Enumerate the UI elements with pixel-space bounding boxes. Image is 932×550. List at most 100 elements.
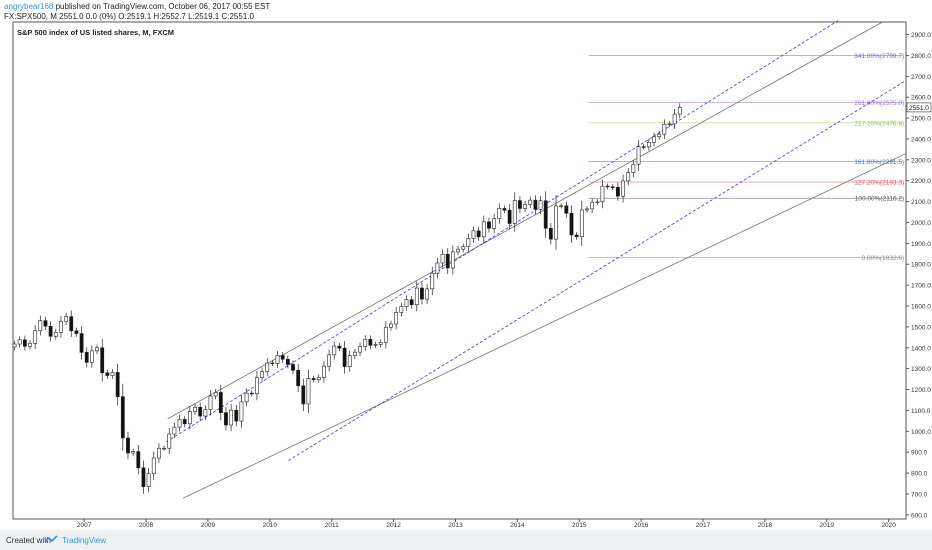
candle-body xyxy=(631,163,636,173)
candle-body xyxy=(74,330,79,334)
candle-body xyxy=(84,352,89,363)
candle-body xyxy=(316,377,321,381)
x-tick-label: 2020 xyxy=(881,522,896,529)
trend-channels[interactable] xyxy=(166,19,907,499)
candle-body xyxy=(301,385,306,405)
candle-body xyxy=(507,209,512,224)
y-tick-label: 800.0 xyxy=(911,471,928,478)
candle-body xyxy=(285,358,290,365)
x-tick-label: 2009 xyxy=(201,522,216,529)
candle-body xyxy=(616,187,620,197)
tradingview-brand[interactable]: TradingView xyxy=(62,536,107,545)
candle-body xyxy=(414,287,419,306)
candle-body xyxy=(120,396,125,439)
candle-body xyxy=(229,409,234,426)
publisher-username[interactable]: angrybear168 xyxy=(4,2,54,11)
y-tick-label: 2200.0 xyxy=(911,178,931,185)
publisher-line: angrybear168 published on TradingView.co… xyxy=(4,2,270,11)
candle-body xyxy=(409,299,414,306)
fib-level-label: 261.80%(2575.0) xyxy=(854,100,904,107)
y-tick-label: 2000.0 xyxy=(911,220,931,227)
candle-body xyxy=(487,221,491,229)
x-tick-label: 2018 xyxy=(758,522,773,529)
x-tick-label: 2008 xyxy=(139,522,154,529)
last-price-box[interactable] xyxy=(906,102,932,113)
candle-body xyxy=(311,378,316,381)
candle-body xyxy=(358,346,362,353)
candle-body xyxy=(456,248,460,253)
trend-channel-line[interactable] xyxy=(288,80,907,461)
candle-body xyxy=(322,365,326,378)
x-tick-label: 2017 xyxy=(696,522,711,529)
candle-body xyxy=(213,392,218,397)
x-tick-label: 2013 xyxy=(448,522,463,529)
y-tick-label: 1000.0 xyxy=(911,429,931,436)
candle-body xyxy=(420,287,424,300)
candle-body xyxy=(383,326,388,343)
candle-body xyxy=(64,316,68,322)
candle-body xyxy=(89,350,94,363)
candle-body xyxy=(347,355,352,367)
candle-body xyxy=(595,201,600,203)
candle-body xyxy=(22,339,27,347)
candle-body xyxy=(59,320,63,333)
candle-body xyxy=(430,272,435,290)
candle-body xyxy=(110,372,115,376)
candle-body xyxy=(275,355,280,364)
x-tick-label: 2011 xyxy=(325,522,339,529)
footer-bar: Created with TradingView xyxy=(0,530,932,550)
y-tick-label: 1900.0 xyxy=(911,241,931,248)
candle-body xyxy=(626,172,631,182)
candle-body xyxy=(280,355,285,360)
candle-body xyxy=(234,409,239,422)
candle-body xyxy=(368,339,373,346)
candle-body xyxy=(79,333,84,353)
candle-body xyxy=(677,107,682,115)
trend-channel-line[interactable] xyxy=(166,19,840,443)
time-axis[interactable]: 2007 2008 2009 2010 2011 2012 2013 2014 2015 2016… xyxy=(77,519,896,529)
y-tick-label: 2300.0 xyxy=(911,157,931,164)
trend-channel-line[interactable] xyxy=(183,153,907,499)
candle-body xyxy=(662,124,667,135)
candle-body xyxy=(590,201,595,210)
trend-channel-line[interactable] xyxy=(167,21,883,420)
candle-body xyxy=(167,433,172,449)
candle-body xyxy=(450,251,455,269)
candle-body xyxy=(559,205,564,207)
candle-body xyxy=(105,372,110,376)
candle-body xyxy=(481,221,486,238)
y-tick-label: 2600.0 xyxy=(911,95,931,102)
candle-body xyxy=(218,392,223,414)
candle-body xyxy=(270,362,275,365)
candle-body xyxy=(100,347,105,374)
candle-body xyxy=(332,345,337,356)
candle-body xyxy=(363,339,368,347)
candle-body xyxy=(69,316,74,332)
y-tick-label: 1600.0 xyxy=(911,304,931,311)
candle-body xyxy=(327,354,332,367)
created-with-text: Created with xyxy=(6,536,51,545)
candle-body xyxy=(548,228,553,240)
x-tick-label: 2010 xyxy=(263,522,278,529)
y-tick-label: 900.0 xyxy=(911,450,928,457)
price-axis[interactable]: 600.0 700.0 800.0 900.0 1000.0 1100.0 1200.0 13… xyxy=(906,32,932,519)
candle-body xyxy=(445,253,450,269)
y-tick-label: 2800.0 xyxy=(911,53,931,60)
fibonacci-extension[interactable]: 0.00%(1832.6) 100.00%(2116.2) 127.20%(2193… xyxy=(588,53,905,262)
price-chart[interactable]: S&P 500 index of US listed shares, M, FX… xyxy=(0,0,932,530)
candle-body xyxy=(260,371,264,378)
candle-body xyxy=(198,406,203,417)
candle-body xyxy=(404,299,409,307)
candle-body xyxy=(193,406,197,412)
candle-body xyxy=(208,395,213,410)
candle-body xyxy=(337,345,342,349)
y-tick-label: 1100.0 xyxy=(911,408,931,415)
candle-body xyxy=(605,185,610,188)
fib-level-label: 127.20%(2193.3) xyxy=(854,180,904,187)
candle-body xyxy=(512,200,517,224)
y-tick-label: 600.0 xyxy=(911,512,928,519)
x-tick-label: 2012 xyxy=(386,522,401,529)
fib-level-label: 161.80%(2291.5) xyxy=(854,159,904,166)
candle-body xyxy=(378,342,383,345)
candle-body xyxy=(667,123,672,126)
